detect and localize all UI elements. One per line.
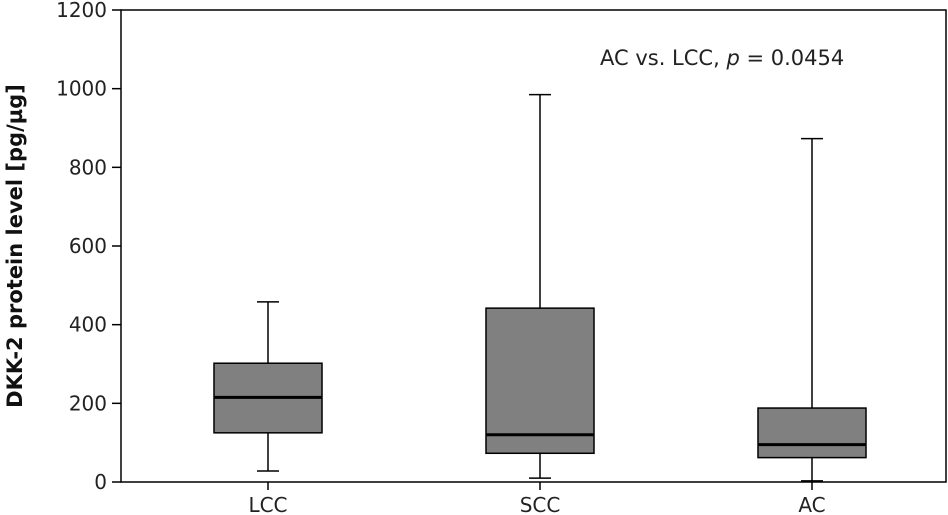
annotation-suffix: = 0.0454 bbox=[740, 46, 844, 70]
box-ac bbox=[757, 137, 867, 482]
x-axis: LCC SCC AC bbox=[248, 482, 826, 515]
y-axis-title: DKK-2 protein level [pg/µg] bbox=[3, 84, 27, 408]
x-tick-label: AC bbox=[798, 493, 825, 515]
y-tick-label: 200 bbox=[69, 391, 107, 415]
box-lcc bbox=[213, 301, 323, 472]
iqr-box bbox=[485, 307, 595, 455]
annotation-prefix: AC vs. LCC, bbox=[600, 46, 726, 70]
box-scc bbox=[485, 93, 595, 479]
y-tick-label: 1000 bbox=[56, 77, 107, 101]
x-tick-label: LCC bbox=[248, 493, 287, 515]
p-value-annotation: AC vs. LCC, p = 0.0454 bbox=[600, 46, 844, 70]
y-tick-label: 0 bbox=[94, 470, 107, 494]
y-tick-label: 800 bbox=[69, 155, 107, 179]
iqr-box bbox=[757, 407, 867, 459]
y-tick-label: 1200 bbox=[56, 0, 107, 22]
y-axis: 0 200 400 600 800 1000 1200 bbox=[56, 0, 121, 494]
boxes bbox=[213, 93, 867, 482]
x-tick-label: SCC bbox=[520, 493, 561, 515]
y-tick-label: 600 bbox=[69, 234, 107, 258]
y-tick-label: 400 bbox=[69, 313, 107, 337]
annotation-italic: p bbox=[725, 46, 739, 70]
